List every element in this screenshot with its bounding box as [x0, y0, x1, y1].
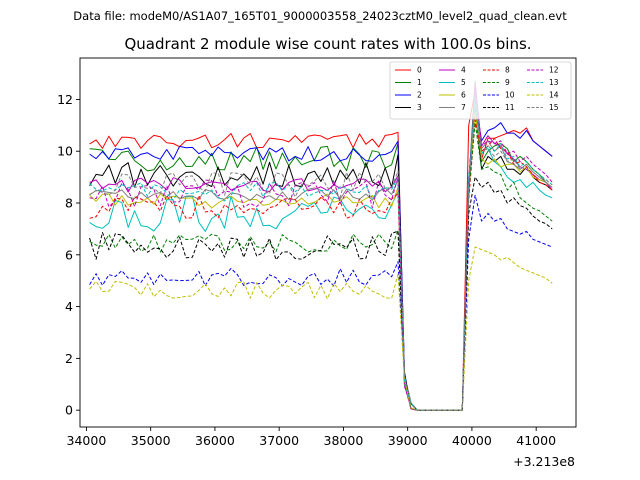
plot-frame — [79, 57, 577, 428]
legend-label-8: 8 — [505, 66, 510, 75]
y-tick-label: 10 — [57, 144, 73, 159]
legend-label-0: 0 — [417, 66, 422, 75]
legend-label-14: 14 — [549, 91, 559, 100]
y-tick-label: 4 — [65, 299, 73, 314]
legend-label-6: 6 — [461, 91, 466, 100]
x-tick-label: 40000 — [452, 433, 492, 448]
chart-title: Quadrant 2 module wise count rates with … — [124, 35, 531, 53]
series-line-11 — [89, 176, 553, 411]
legend-label-3: 3 — [417, 103, 422, 112]
x-tick-label: 38000 — [324, 433, 364, 448]
x-tick-label: 37000 — [259, 433, 299, 448]
data-file-suptitle: Data file: modeM0/AS1A07_165T01_90000035… — [73, 9, 567, 23]
series-line-6 — [89, 111, 553, 411]
legend-label-11: 11 — [505, 103, 515, 112]
x-tick-label: 39000 — [388, 433, 428, 448]
legend-label-12: 12 — [549, 66, 559, 75]
legend-label-13: 13 — [549, 78, 559, 87]
y-tick-label: 12 — [57, 92, 73, 107]
series-line-8 — [89, 119, 553, 411]
series-line-2 — [89, 98, 553, 411]
legend-label-9: 9 — [505, 78, 510, 87]
series-lines — [89, 80, 553, 411]
x-tick-label: 36000 — [195, 433, 235, 448]
series-line-10 — [89, 194, 553, 411]
y-axis: 0 2 4 6 8 10 12 — [57, 92, 80, 418]
x-tick-label: 41000 — [516, 433, 556, 448]
legend-label-10: 10 — [505, 91, 515, 100]
legend-label-1: 1 — [417, 78, 422, 87]
legend-label-4: 4 — [461, 66, 466, 75]
y-tick-label: 6 — [65, 247, 73, 262]
legend-label-15: 15 — [549, 103, 559, 112]
legend-label-5: 5 — [461, 78, 466, 87]
x-tick-label: 34000 — [67, 433, 107, 448]
legend-label-2: 2 — [417, 91, 422, 100]
y-tick-label: 2 — [65, 351, 73, 366]
series-line-1 — [89, 80, 553, 411]
series-line-15 — [89, 104, 553, 411]
legend-label-7: 7 — [461, 103, 466, 112]
x-axis: 34000 35000 36000 37000 38000 39000 40000 41000 — [67, 427, 556, 448]
series-line-14 — [89, 246, 553, 411]
legend-box — [389, 61, 572, 120]
series-line-4 — [89, 83, 553, 411]
series-line-9 — [89, 122, 553, 411]
x-axis-offset-label: +3.213e8 — [513, 454, 575, 469]
series-line-7 — [89, 93, 553, 411]
y-tick-label: 8 — [65, 196, 73, 211]
y-tick-label: 0 — [65, 403, 73, 418]
x-tick-label: 35000 — [131, 433, 171, 448]
